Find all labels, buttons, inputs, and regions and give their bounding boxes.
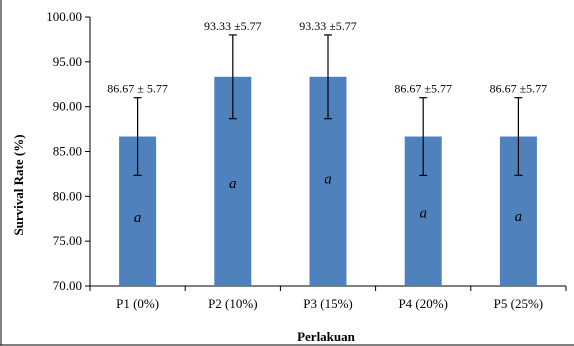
x-axis-title: Perlakuan xyxy=(297,329,356,344)
y-tick-label: 95.00 xyxy=(53,54,82,69)
significance-label: a xyxy=(324,171,332,187)
y-tick-label: 80.00 xyxy=(53,188,82,203)
significance-label: a xyxy=(515,209,523,225)
y-tick-label: 70.00 xyxy=(53,278,82,293)
significance-label: a xyxy=(419,205,427,221)
data-label: 93.33 ±5.77 xyxy=(204,19,262,33)
y-tick-label: 75.00 xyxy=(53,233,82,248)
x-tick-label: P2 (10%) xyxy=(208,296,257,311)
significance-label: a xyxy=(134,210,142,226)
x-tick-label: P3 (15%) xyxy=(303,296,352,311)
y-tick-label: 85.00 xyxy=(53,144,82,159)
x-tick-label: P1 (0%) xyxy=(116,296,159,311)
x-tick-label: P4 (20%) xyxy=(398,296,447,311)
y-tick-label: 90.00 xyxy=(53,99,82,114)
significance-label: a xyxy=(229,176,237,192)
y-tick-label: 100.00 xyxy=(46,9,82,24)
x-tick-label: P5 (25%) xyxy=(494,296,543,311)
data-label: 86.67 ±5.77 xyxy=(490,82,548,96)
data-label: 86.67 ± 5.77 xyxy=(107,82,168,96)
data-label: 93.33 ±5.77 xyxy=(299,19,357,33)
y-axis-title: Survival Rate (%) xyxy=(11,134,26,235)
data-label: 86.67 ±5.77 xyxy=(394,82,452,96)
